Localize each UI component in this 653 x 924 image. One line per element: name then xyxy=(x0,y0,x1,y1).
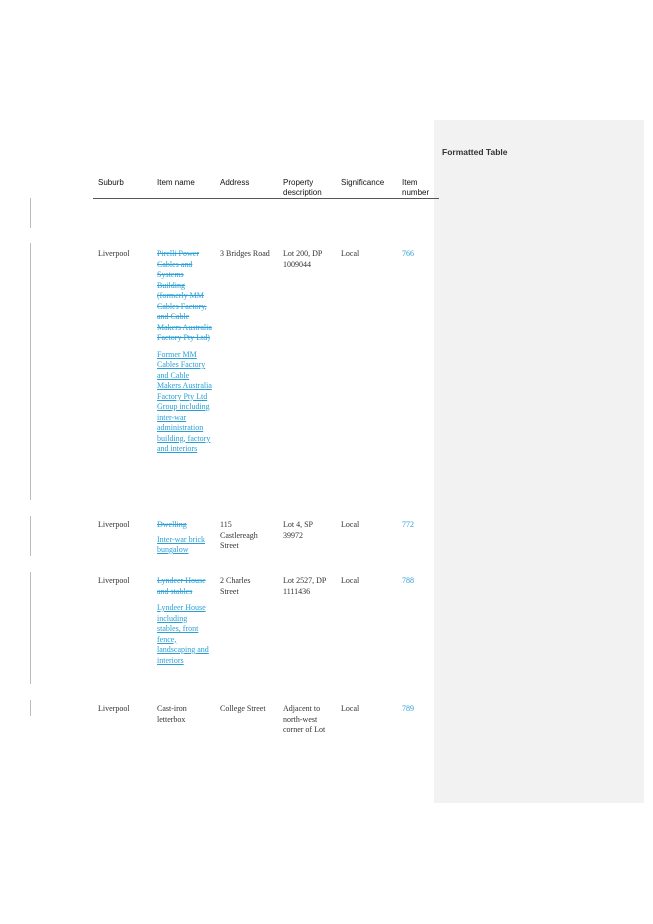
col-header-property-line1: Property xyxy=(283,178,314,187)
col-header-property-description: Property description xyxy=(283,178,322,198)
col-header-significance: Significance xyxy=(341,178,385,187)
cell-suburb: Liverpool xyxy=(98,576,130,585)
cell-significance: Local xyxy=(341,520,360,529)
comment-pane-title: Formatted Table xyxy=(442,147,508,157)
header-rule xyxy=(93,198,439,199)
cell-significance: Local xyxy=(341,249,360,258)
item-number-link[interactable]: 788 xyxy=(402,576,414,585)
change-bar xyxy=(30,198,31,228)
change-bar xyxy=(30,516,31,556)
col-header-property-line2: description xyxy=(283,188,322,197)
cell-property: Lot 2527, DP 1111436 xyxy=(283,576,327,596)
change-bar xyxy=(30,700,31,716)
col-header-item-line1: Item xyxy=(402,178,418,187)
col-header-address: Address xyxy=(220,178,250,187)
item-number-link[interactable]: 772 xyxy=(402,520,414,529)
deleted-item-name: Dwelling xyxy=(157,520,187,529)
cell-address: 3 Bridges Road xyxy=(220,249,270,258)
cell-significance: Local xyxy=(341,704,360,713)
col-header-item-name: Item name xyxy=(157,178,195,187)
cell-item-name: Cast-iron letterbox xyxy=(157,704,187,724)
comment-pane xyxy=(434,120,644,803)
item-number-link[interactable]: 789 xyxy=(402,704,414,713)
inserted-item-name: Lyndeer House including stables, front f… xyxy=(157,603,209,665)
deleted-item-name: Pirelli Power Cables and Systems Buildin… xyxy=(157,249,212,342)
change-bar xyxy=(30,243,31,500)
deleted-item-name: Lyndeer House and stables xyxy=(157,576,206,596)
inserted-item-name: Inter-war brick bungalow xyxy=(157,534,206,555)
cell-item-name: Lyndeer House and stables Lyndeer House … xyxy=(157,576,211,666)
cell-address: 115 Castlereagh Street xyxy=(220,520,258,550)
cell-suburb: Liverpool xyxy=(98,704,130,713)
col-header-item-number: Item number xyxy=(402,178,429,198)
inserted-item-name: Former MM Cables Factory and Cable Maker… xyxy=(157,349,212,454)
change-bar xyxy=(30,572,31,684)
cell-property: Lot 200, DP 1009044 xyxy=(283,249,323,269)
cell-address: College Street xyxy=(220,704,266,713)
item-number-link[interactable]: 766 xyxy=(402,249,414,258)
cell-property: Adjacent to north-west corner of Lot xyxy=(283,704,326,734)
cell-item-name: Pirelli Power Cables and Systems Buildin… xyxy=(157,249,213,455)
cell-suburb: Liverpool xyxy=(98,249,130,258)
cell-property: Lot 4, SP 39972 xyxy=(283,520,313,540)
cell-address: 2 Charles Street xyxy=(220,576,251,596)
cell-suburb: Liverpool xyxy=(98,520,130,529)
col-header-suburb: Suburb xyxy=(98,178,124,187)
cell-significance: Local xyxy=(341,576,360,585)
cell-item-name: Dwelling Inter-war brick bungalow xyxy=(157,520,215,556)
col-header-item-line2: number xyxy=(402,188,430,197)
